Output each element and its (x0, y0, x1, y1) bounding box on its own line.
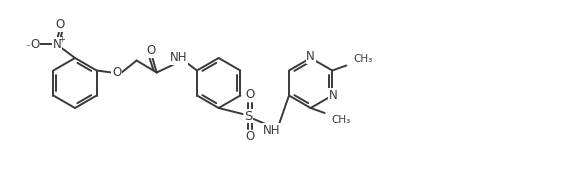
Text: O: O (146, 44, 155, 57)
Text: O: O (55, 18, 65, 31)
Text: NH: NH (263, 123, 281, 136)
Text: O: O (245, 130, 254, 143)
Text: N: N (329, 89, 338, 102)
Text: O: O (245, 89, 254, 102)
Text: S: S (244, 109, 253, 122)
Text: CH₃: CH₃ (332, 115, 351, 125)
Text: O: O (112, 66, 122, 79)
Text: O: O (30, 37, 40, 50)
Text: +: + (59, 35, 65, 43)
Text: ⁻: ⁻ (26, 43, 31, 53)
Text: N: N (53, 37, 61, 50)
Text: N: N (306, 50, 315, 63)
Text: NH: NH (170, 51, 187, 64)
Text: CH₃: CH₃ (353, 54, 373, 63)
